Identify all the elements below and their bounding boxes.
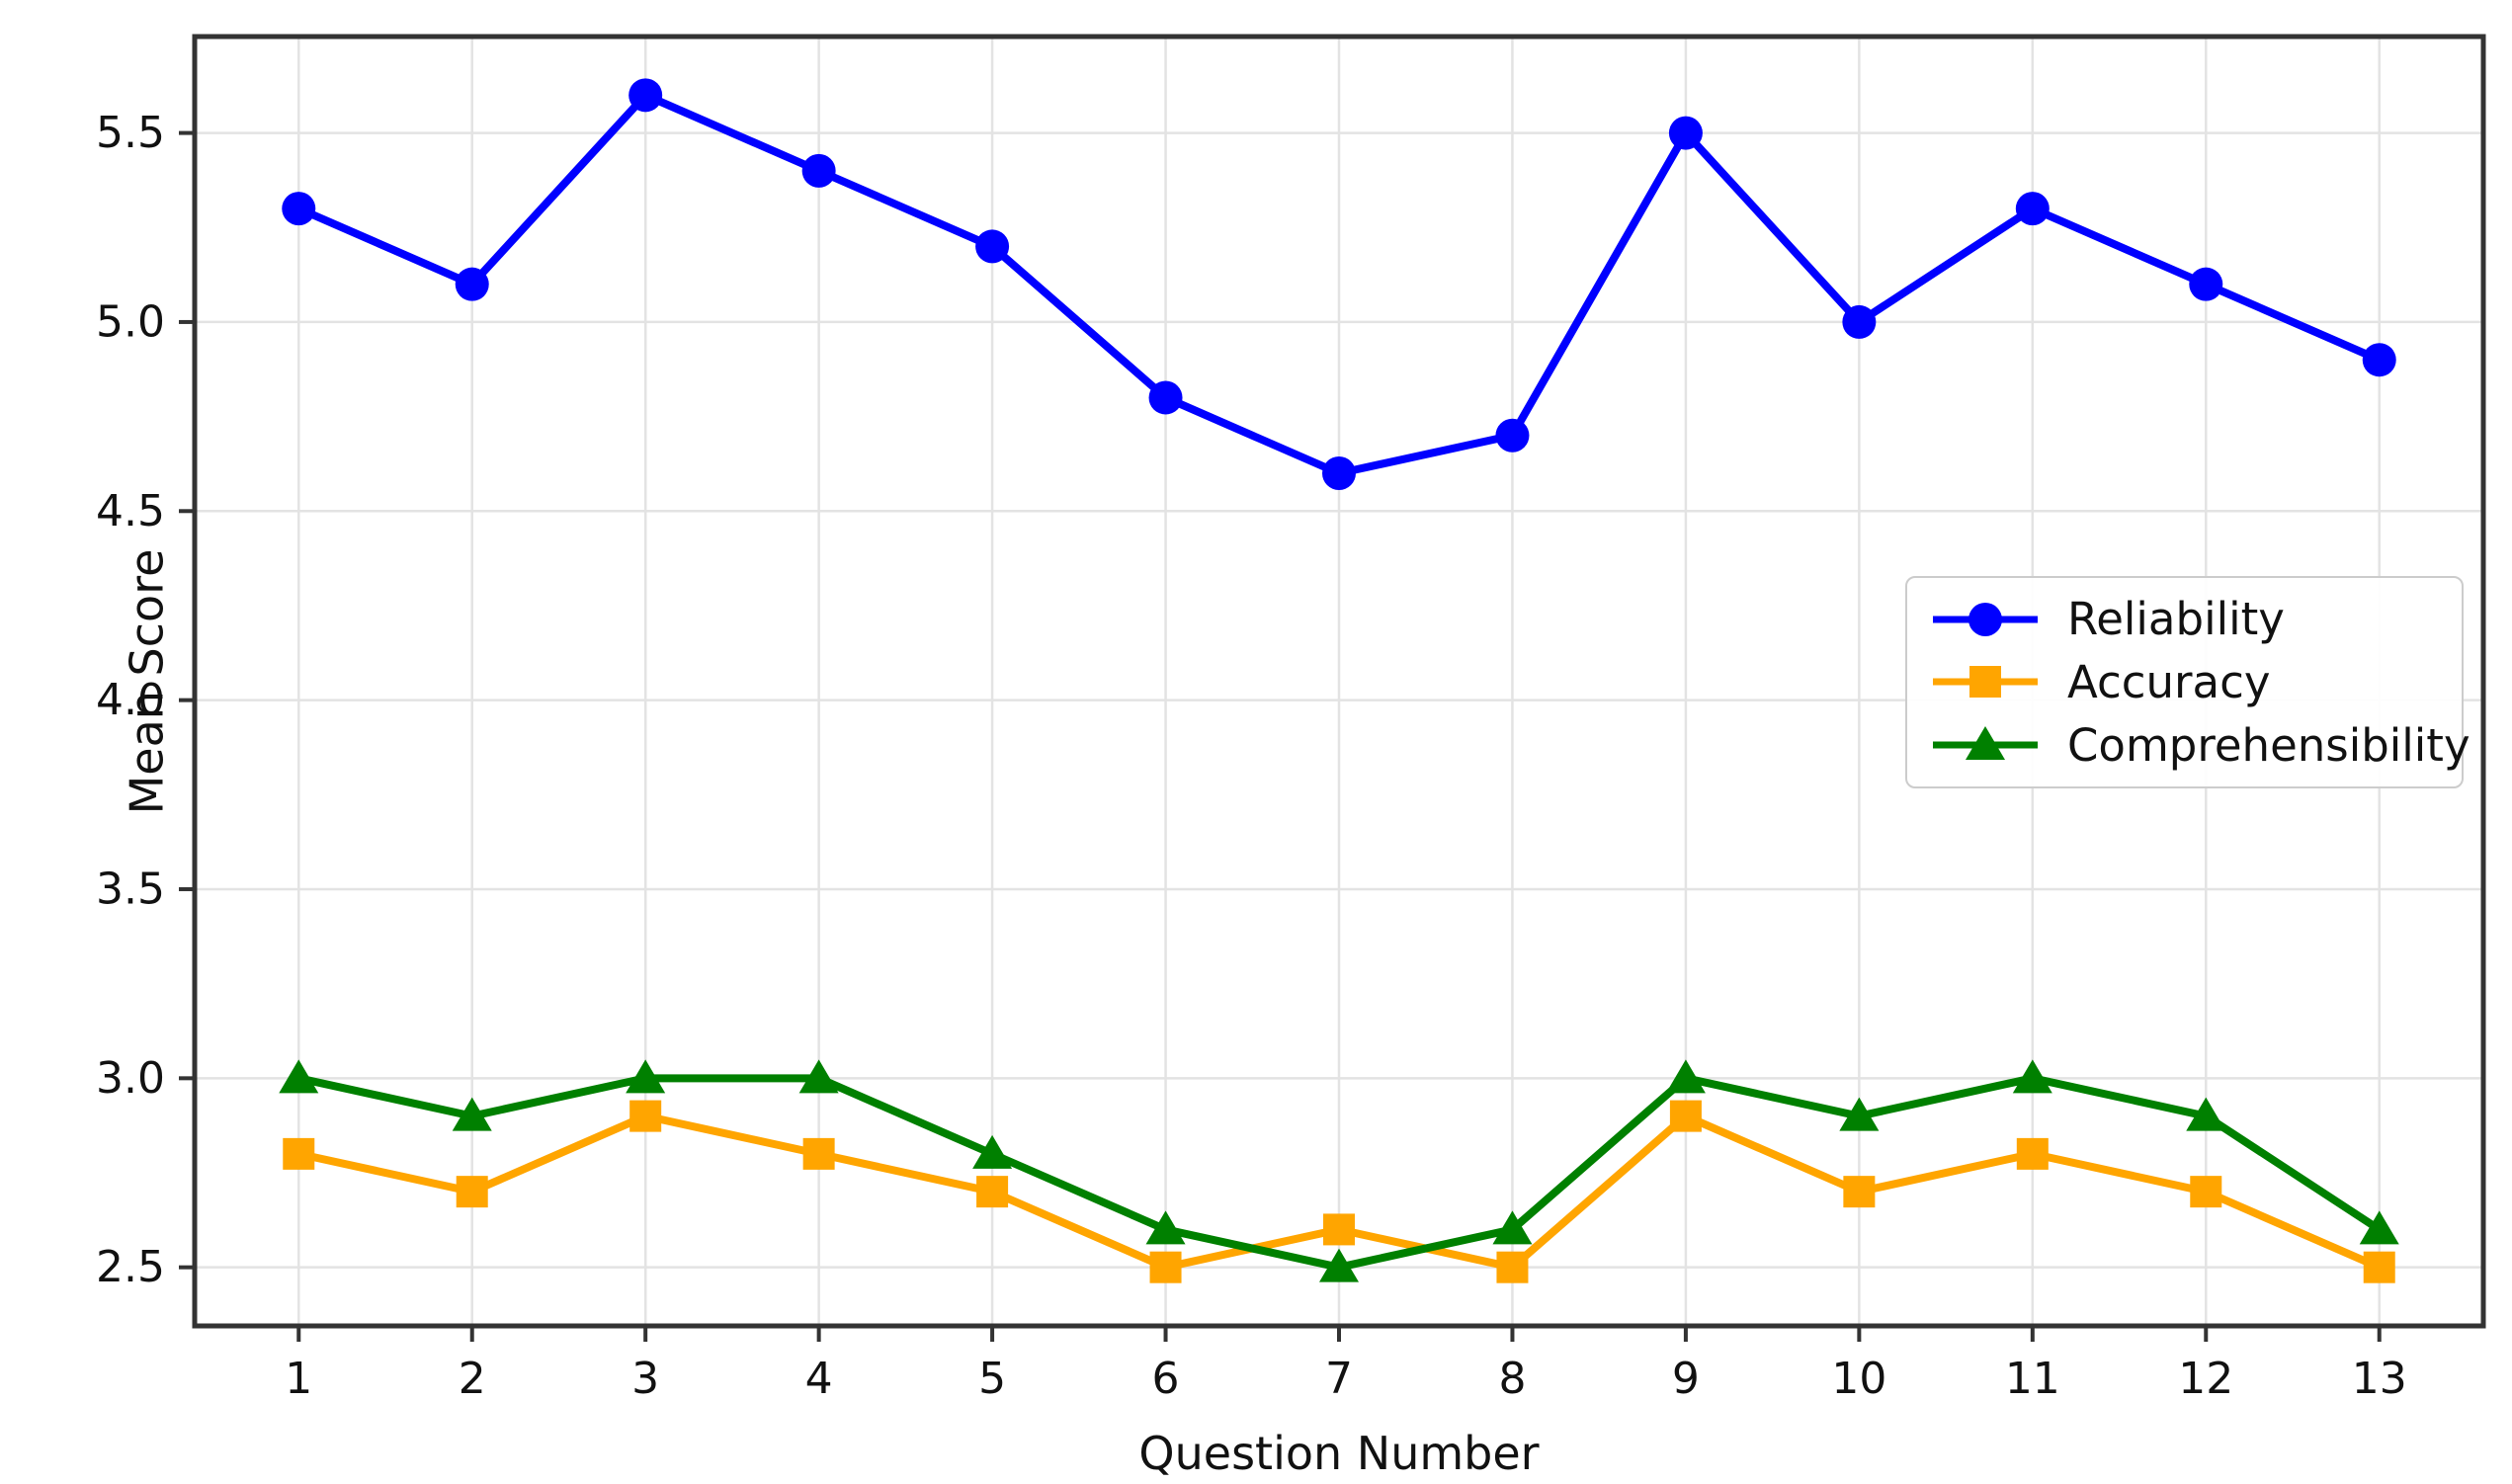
marker-accuracy-q6 bbox=[1149, 1251, 1182, 1283]
legend-item-accuracy: Accuracy bbox=[1931, 656, 2462, 708]
legend-label-reliability: Reliability bbox=[2067, 593, 2285, 646]
marker-comprehensibility-q11 bbox=[2012, 1059, 2052, 1094]
marker-reliability-q9 bbox=[1668, 116, 1703, 150]
plot-border bbox=[192, 34, 2486, 1329]
marker-comprehensibility-q8 bbox=[1492, 1210, 1533, 1245]
series-reliability bbox=[282, 78, 2396, 491]
y-tick-label-4: 4.0 bbox=[96, 675, 165, 725]
legend: Reliability Accuracy Comprehensibility bbox=[1905, 576, 2470, 788]
marker-reliability-q6 bbox=[1148, 380, 1183, 415]
legend-item-reliability: Reliability bbox=[1931, 593, 2462, 645]
marker-reliability-q13 bbox=[2362, 343, 2396, 377]
marker-comprehensibility-q12 bbox=[2186, 1097, 2226, 1131]
marker-accuracy-q11 bbox=[2016, 1137, 2049, 1170]
legend-label-comprehensibility: Comprehensibility bbox=[2067, 718, 2470, 772]
marker-reliability-q2 bbox=[455, 267, 489, 301]
marker-comprehensibility-q6 bbox=[1145, 1210, 1186, 1245]
marker-accuracy-q2 bbox=[456, 1176, 488, 1208]
accuracy-marker-icon bbox=[1933, 666, 2038, 699]
x-tick-label-7: 7 bbox=[1325, 1354, 1353, 1404]
x-tick-label-8: 8 bbox=[1498, 1354, 1526, 1404]
marker-reliability-q8 bbox=[1495, 418, 1530, 453]
x-tick-label-2: 2 bbox=[459, 1354, 486, 1404]
marker-comprehensibility-q13 bbox=[2359, 1210, 2399, 1245]
reliability-marker-icon bbox=[1933, 602, 2038, 636]
y-tick-label-5: 5.0 bbox=[96, 296, 165, 347]
marker-reliability-q3 bbox=[628, 78, 663, 113]
y-tick-label-4.5: 4.5 bbox=[96, 486, 165, 536]
marker-comprehensibility-q2 bbox=[452, 1097, 492, 1131]
marker-reliability-q12 bbox=[2189, 267, 2223, 301]
x-axis-title: Question Number bbox=[1138, 1427, 1540, 1480]
marker-accuracy-q8 bbox=[1496, 1251, 1529, 1283]
y-tick-label-2.5: 2.5 bbox=[96, 1242, 165, 1292]
x-tick-label-10: 10 bbox=[1831, 1354, 1886, 1404]
marker-reliability-q7 bbox=[1322, 456, 1356, 491]
y-tick-label-5.5: 5.5 bbox=[96, 108, 165, 158]
series-accuracy bbox=[283, 1100, 2395, 1283]
marker-accuracy-q5 bbox=[976, 1176, 1009, 1208]
marker-accuracy-q10 bbox=[1843, 1176, 1876, 1208]
marker-comprehensibility-q9 bbox=[1665, 1059, 1706, 1094]
marker-comprehensibility-q7 bbox=[1319, 1248, 1359, 1282]
legend-sample-marker-comprehensibility bbox=[1966, 726, 2005, 761]
marker-reliability-q1 bbox=[282, 192, 316, 226]
legend-label-accuracy: Accuracy bbox=[2067, 655, 2271, 708]
x-tick-label-6: 6 bbox=[1152, 1354, 1180, 1404]
marker-reliability-q5 bbox=[975, 229, 1010, 264]
x-tick-label-13: 13 bbox=[2352, 1354, 2407, 1404]
y-tick-label-3: 3.0 bbox=[96, 1053, 165, 1104]
y-axis-title: Mean Score bbox=[120, 548, 174, 815]
legend-item-comprehensibility: Comprehensibility bbox=[1931, 719, 2470, 772]
x-tick-label-5: 5 bbox=[978, 1354, 1006, 1404]
comprehensibility-marker-icon bbox=[1933, 726, 2038, 761]
marker-reliability-q11 bbox=[2015, 192, 2050, 226]
marker-comprehensibility-q10 bbox=[1839, 1097, 1880, 1131]
legend-sample-marker-reliability bbox=[1968, 602, 2002, 636]
y-tick-label-3.5: 3.5 bbox=[96, 864, 165, 914]
legend-sample-marker-accuracy bbox=[1969, 666, 2001, 699]
x-tick-label-12: 12 bbox=[2178, 1354, 2233, 1404]
x-tick-label-9: 9 bbox=[1672, 1354, 1700, 1404]
x-tick-label-11: 11 bbox=[2005, 1354, 2060, 1404]
marker-accuracy-q12 bbox=[2190, 1176, 2222, 1208]
marker-accuracy-q4 bbox=[802, 1137, 835, 1170]
marker-comprehensibility-q1 bbox=[279, 1059, 319, 1094]
marker-accuracy-q13 bbox=[2363, 1251, 2395, 1283]
x-tick-label-4: 4 bbox=[805, 1354, 833, 1404]
marker-accuracy-q1 bbox=[283, 1137, 315, 1170]
marker-accuracy-q3 bbox=[629, 1100, 662, 1132]
marker-comprehensibility-q3 bbox=[626, 1059, 666, 1094]
marker-reliability-q4 bbox=[801, 153, 836, 188]
series-comprehensibility bbox=[279, 1059, 2399, 1282]
x-tick-label-1: 1 bbox=[285, 1354, 312, 1404]
marker-comprehensibility-q4 bbox=[798, 1059, 839, 1094]
marker-reliability-q10 bbox=[1842, 304, 1877, 339]
x-tick-label-3: 3 bbox=[631, 1354, 659, 1404]
marker-comprehensibility-q5 bbox=[972, 1134, 1013, 1169]
marker-accuracy-q7 bbox=[1323, 1213, 1355, 1246]
marker-accuracy-q9 bbox=[1669, 1100, 1702, 1132]
